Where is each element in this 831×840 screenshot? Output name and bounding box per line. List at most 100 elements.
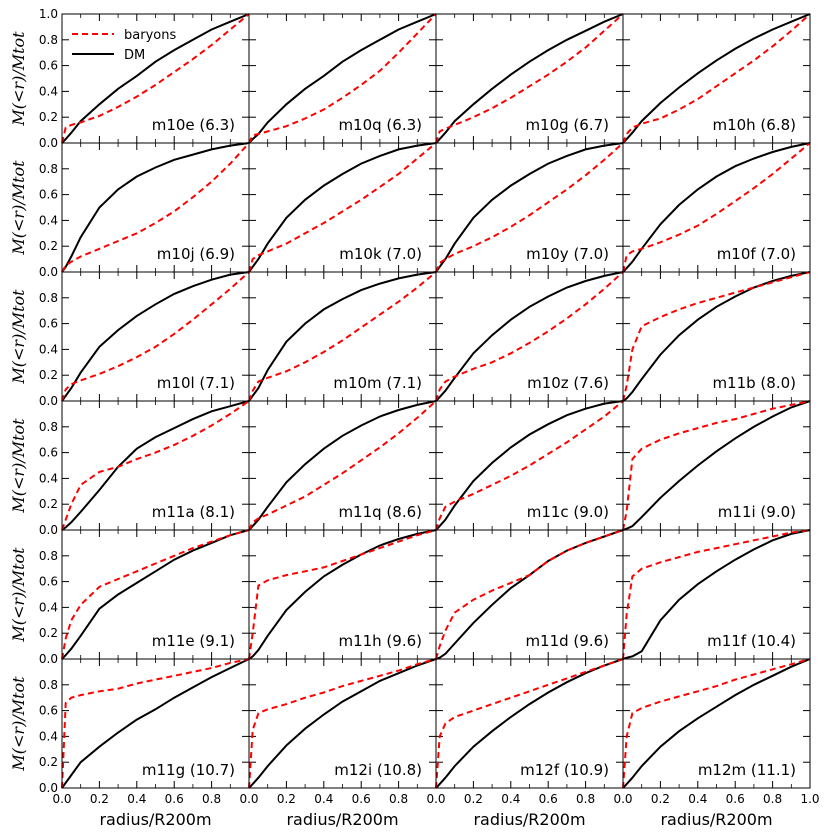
baryons-line xyxy=(248,271,437,402)
y-tick-label: 0.4 xyxy=(39,471,58,485)
y-tick-label: 0.2 xyxy=(39,497,58,511)
y-tick-label: 0.6 xyxy=(39,317,58,331)
panel-frame xyxy=(622,658,811,789)
y-tick-label: 0.4 xyxy=(39,729,58,743)
dm-line xyxy=(61,271,250,402)
y-tick-label: 0.6 xyxy=(39,59,58,73)
y-tick-label: 0.8 xyxy=(39,33,58,47)
x-tick-label: 0.2 xyxy=(277,792,296,806)
baryons-line xyxy=(61,400,250,531)
x-tick-label: 0.2 xyxy=(464,792,483,806)
dm-line xyxy=(61,529,250,660)
baryons-line xyxy=(435,658,624,789)
dm-line xyxy=(435,400,624,531)
panel-label: m12f (10.9) xyxy=(520,761,609,779)
x-tick-label: 0.8 xyxy=(202,792,221,806)
panel-label: m10l (7.1) xyxy=(157,374,235,392)
panel-label: m10k (7.0) xyxy=(339,245,422,263)
x-tick-label: 0.6 xyxy=(539,792,558,806)
panel-label: m11c (9.0) xyxy=(527,503,609,521)
y-tick-label: 1.0 xyxy=(39,7,58,21)
y-axis-label: M(<r)/Mtot xyxy=(9,160,28,256)
y-tick-label: 0.4 xyxy=(39,213,58,227)
x-tick-label: 0.6 xyxy=(726,792,745,806)
baryons-line xyxy=(622,271,811,402)
x-tick-label: 0.4 xyxy=(314,792,333,806)
baryons-line xyxy=(435,400,624,531)
baryons-line xyxy=(622,142,811,273)
baryons-line xyxy=(61,271,250,402)
x-tick-label: 0.2 xyxy=(90,792,109,806)
panel-label: m10m (7.1) xyxy=(333,374,422,392)
baryons-line xyxy=(61,13,250,144)
x-axis-label: radius/R200m xyxy=(660,810,772,829)
y-tick-label: 0.0 xyxy=(39,781,58,795)
dm-line xyxy=(622,529,811,660)
y-axis-label: M(<r)/Mtot xyxy=(9,31,28,127)
dm-line xyxy=(435,658,624,789)
panel-label: m12m (11.1) xyxy=(698,761,796,779)
x-tick-label: 0.6 xyxy=(165,792,184,806)
baryons-line xyxy=(622,400,811,531)
y-tick-label: 0.0 xyxy=(39,394,58,408)
y-tick-label: 0.8 xyxy=(39,291,58,305)
y-tick-label: 0.2 xyxy=(39,368,58,382)
dm-line xyxy=(435,529,624,660)
panel-label: m10j (6.9) xyxy=(157,245,235,263)
y-axis-label: M(<r)/Mtot xyxy=(9,547,28,643)
y-tick-label: 0.0 xyxy=(39,136,58,150)
y-tick-label: 0.2 xyxy=(39,110,58,124)
x-tick-label: 0.2 xyxy=(651,792,670,806)
dm-line xyxy=(61,400,250,531)
baryons-line xyxy=(435,13,624,144)
panel-label: m11h (9.6) xyxy=(338,632,422,650)
y-tick-label: 0.8 xyxy=(39,549,58,563)
panel-label: m10h (6.8) xyxy=(712,116,796,134)
x-tick-label: 0.8 xyxy=(389,792,408,806)
y-axis-label: M(<r)/Mtot xyxy=(9,289,28,385)
baryons-line xyxy=(622,529,811,660)
y-tick-label: 0.0 xyxy=(39,652,58,666)
y-axis-label: M(<r)/Mtot xyxy=(9,418,28,514)
panel-label: m11d (9.6) xyxy=(525,632,609,650)
panel-label: m10f (7.0) xyxy=(717,245,796,263)
baryons-line xyxy=(622,13,811,144)
dm-line xyxy=(622,271,811,402)
panel-label: m10y (7.0) xyxy=(526,245,609,263)
baryons-line xyxy=(435,529,624,660)
panel-label: m12i (10.8) xyxy=(334,761,422,779)
dm-line xyxy=(248,658,437,789)
x-tick-label: 0.4 xyxy=(501,792,520,806)
x-tick-label: 0.4 xyxy=(127,792,146,806)
panel-label: m11b (8.0) xyxy=(712,374,796,392)
baryons-line xyxy=(248,529,437,660)
baryons-line xyxy=(248,400,437,531)
panel-label: m10z (7.6) xyxy=(527,374,609,392)
y-tick-label: 0.6 xyxy=(39,446,58,460)
baryons-line xyxy=(435,142,624,273)
y-tick-label: 0.8 xyxy=(39,678,58,692)
x-tick-label: 0.6 xyxy=(352,792,371,806)
baryons-line xyxy=(248,13,437,144)
y-tick-label: 0.2 xyxy=(39,626,58,640)
dm-line xyxy=(622,400,811,531)
panel-label: m11q (8.6) xyxy=(338,503,422,521)
dm-line xyxy=(248,400,437,531)
y-tick-label: 0.0 xyxy=(39,265,58,279)
x-axis-label: radius/R200m xyxy=(99,810,211,829)
y-axis-label: M(<r)/Mtot xyxy=(9,676,28,772)
baryons-line xyxy=(61,142,250,273)
x-tick-label: 0.4 xyxy=(688,792,707,806)
panel-label: m11e (9.1) xyxy=(152,632,235,650)
dm-line xyxy=(435,271,624,402)
y-tick-label: 0.6 xyxy=(39,575,58,589)
y-tick-label: 0.8 xyxy=(39,162,58,176)
panel-label: m11i (9.0) xyxy=(718,503,796,521)
y-tick-label: 0.2 xyxy=(39,755,58,769)
dm-line xyxy=(622,13,811,144)
panel-label: m11g (10.7) xyxy=(142,761,235,779)
legend-dm-label: DM xyxy=(124,48,145,63)
panel-label: m11f (10.4) xyxy=(707,632,796,650)
baryons-line xyxy=(622,658,811,789)
